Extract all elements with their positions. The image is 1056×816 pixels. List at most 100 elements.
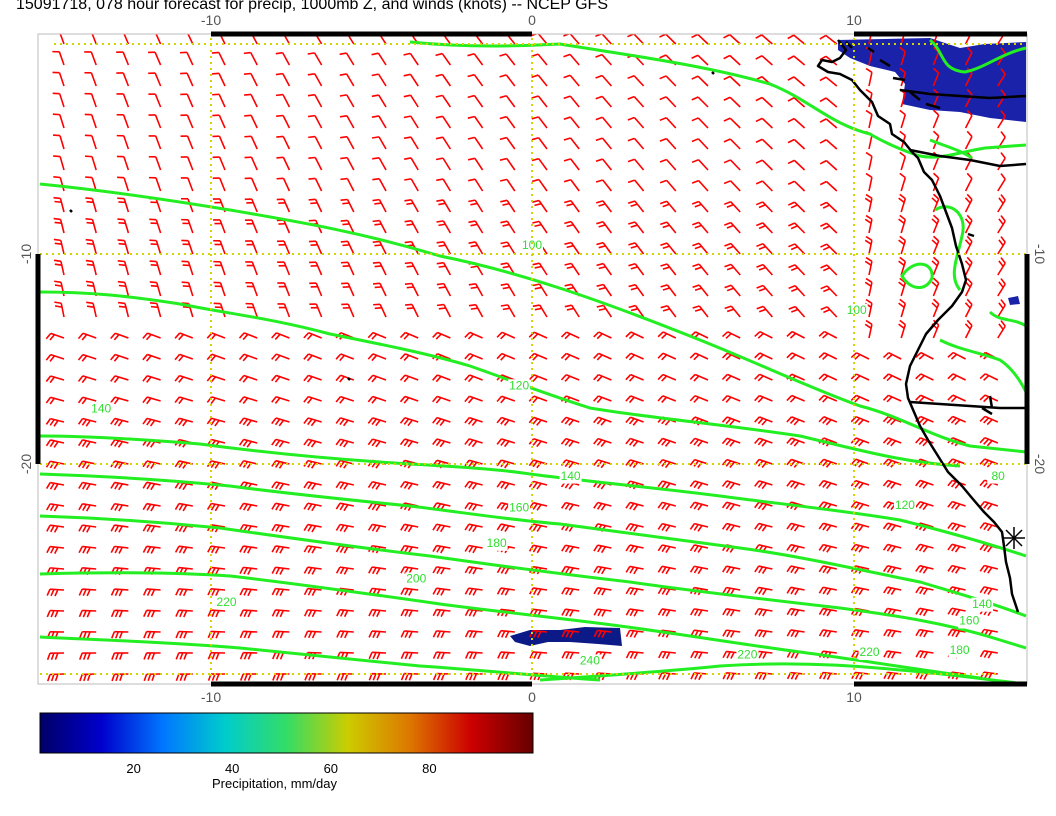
wind-barb-shaft [762, 284, 774, 297]
wind-barb-feather [500, 262, 508, 266]
wind-barb-feather [372, 261, 380, 264]
wind-barb-feather [899, 46, 906, 53]
wind-barb-shaft [964, 241, 973, 255]
wind-barb-feather [528, 331, 535, 338]
wind-barb-feather [276, 114, 284, 118]
wind-barb-feather [625, 352, 632, 359]
wind-barb-feather [691, 117, 699, 122]
wind-barb-feather [854, 481, 861, 488]
wind-barb-feather [882, 522, 889, 530]
wind-barb-feather [786, 331, 793, 337]
wind-barb-feather [53, 238, 61, 242]
wind-barb-feather [730, 673, 735, 681]
wind-barb-feather [755, 159, 763, 164]
wind-barb-feather [762, 630, 768, 638]
wind-barb-shaft [793, 55, 806, 66]
wind-barb-shaft [537, 53, 548, 66]
wind-barb-shaft [123, 261, 130, 276]
wind-barb-feather [1000, 131, 1006, 138]
wind-barb-feather [85, 197, 93, 200]
wind-barb-feather [308, 135, 316, 139]
wind-barb-feather [117, 441, 124, 448]
wind-barb-feather [54, 221, 62, 225]
wind-barb-feather [179, 588, 184, 596]
wind-barb-feather [729, 482, 735, 490]
wind-barb-feather [468, 439, 474, 447]
wind-barb-shaft [570, 200, 580, 213]
wind-barb-feather [239, 652, 244, 660]
contour-label: 220 [737, 647, 757, 661]
wind-barb-shaft [665, 34, 677, 45]
wind-barb-feather [628, 354, 635, 361]
wind-barb-feather [865, 256, 873, 262]
contour-line [939, 338, 1027, 393]
wind-barb-feather [244, 114, 252, 117]
wind-barb-feather [890, 440, 897, 447]
wind-barb-feather [857, 419, 864, 426]
wind-barb-shaft [698, 263, 709, 276]
wind-barb-feather [947, 394, 954, 401]
wind-barb-feather [210, 355, 217, 362]
wind-barb-feather [850, 394, 857, 401]
axis-bars [35, 31, 1030, 687]
wind-barb-shaft [60, 303, 65, 318]
wind-barb-feather [931, 218, 938, 225]
wind-barb-feather [532, 481, 538, 489]
wind-barb-feather [336, 673, 341, 681]
wind-barb-feather [560, 416, 567, 424]
wind-barb-feather [467, 418, 474, 425]
wind-barb-shaft [759, 373, 773, 381]
wind-barb-feather [560, 374, 567, 381]
wind-barb-feather [275, 588, 281, 596]
wind-barb-feather [537, 631, 542, 639]
wind-barb-feather [915, 650, 921, 658]
wind-barb-feather [864, 281, 872, 287]
wind-barb-shaft [218, 114, 226, 129]
wind-barb-feather [54, 284, 63, 287]
wind-barb-feather [77, 332, 84, 340]
wind-barb-feather [966, 109, 973, 117]
wind-barb-feather [532, 354, 539, 361]
wind-barb-feather [276, 135, 284, 138]
wind-barb-feather [922, 419, 929, 426]
wind-barb-feather [143, 609, 148, 617]
wind-barb-feather [303, 396, 309, 403]
wind-barb-shaft [506, 220, 516, 234]
wind-barb-feather [794, 630, 800, 638]
wind-barb-feather [400, 651, 405, 659]
wind-barb-feather [146, 376, 152, 383]
wind-barb-feather [628, 375, 635, 382]
wind-barb-feather [279, 589, 284, 597]
wind-barb-feather [954, 567, 961, 574]
wind-barb-feather [786, 629, 792, 637]
wind-barb-shaft [250, 94, 258, 108]
wind-barb-feather [756, 222, 764, 227]
wind-barb-shaft [250, 156, 258, 171]
wind-barb-feather [854, 523, 860, 531]
wind-barb-feather [665, 673, 671, 681]
wind-barb-shaft [533, 374, 548, 381]
wind-barb-shaft [762, 264, 773, 276]
wind-barb-shaft [694, 395, 709, 402]
wind-barb-feather [307, 418, 313, 426]
wind-barb-shaft [283, 282, 291, 297]
wind-barb-shaft [473, 53, 484, 66]
wind-barb-feather [178, 546, 184, 554]
wind-barb-feather [979, 650, 985, 658]
wind-barb-feather [438, 307, 446, 310]
wind-barb-feather [899, 109, 906, 116]
wind-barb-shaft [794, 306, 806, 318]
wind-barb-feather [818, 522, 824, 530]
wind-barb-feather [464, 566, 470, 574]
wind-barb-feather [339, 115, 348, 118]
wind-barb-feather [964, 323, 971, 330]
wind-barb-feather [593, 438, 599, 445]
wind-barb-feather [464, 630, 470, 638]
wind-barb-feather [531, 95, 539, 99]
wind-barb-feather [238, 396, 245, 403]
wind-barb-shaft [823, 373, 838, 381]
wind-barb-feather [149, 281, 157, 284]
wind-barb-feather [307, 631, 313, 639]
wind-barb-feather [915, 352, 922, 358]
wind-barb-feather [794, 567, 800, 574]
